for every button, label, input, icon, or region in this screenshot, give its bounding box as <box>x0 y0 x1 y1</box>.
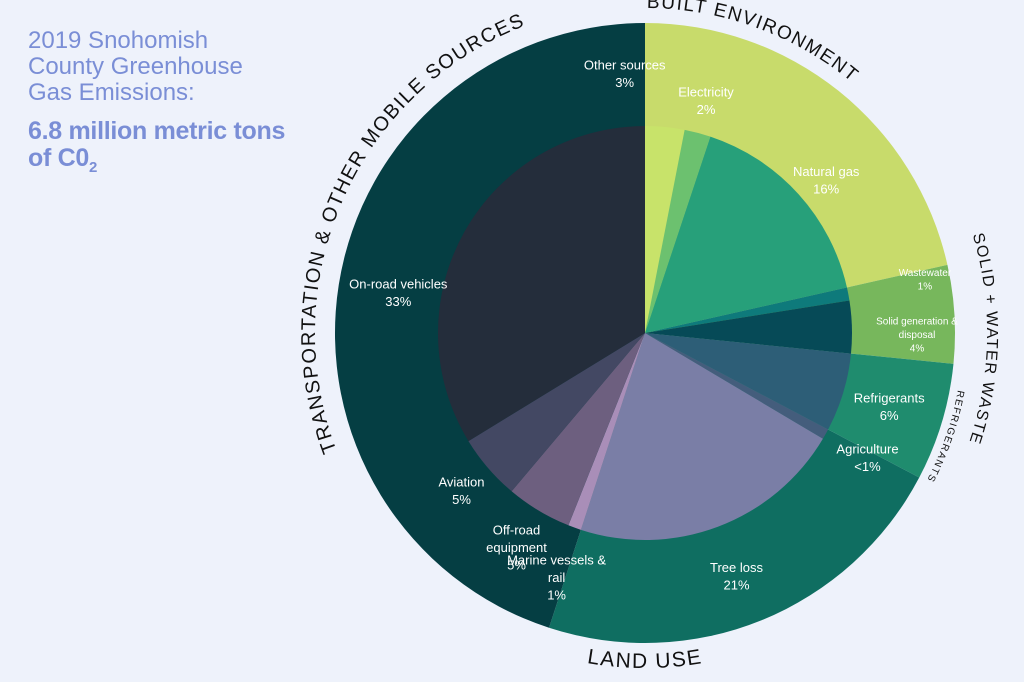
slice-name-label-9: equipment <box>486 540 547 555</box>
source-slice-9 <box>511 333 645 526</box>
source-slice-6 <box>645 333 829 439</box>
slice-name-label-5: Refrigerants <box>854 390 925 405</box>
slice-name-label-4: disposal <box>899 330 936 341</box>
source-slice-8 <box>568 333 645 530</box>
slice-value-label-4: 4% <box>910 344 925 355</box>
slice-name-label-7: Tree loss <box>710 560 763 575</box>
slice-value-label-11: 33% <box>385 294 411 309</box>
source-slice-0 <box>645 126 685 333</box>
source-slice-4 <box>645 300 852 354</box>
slice-name-label-9: Off-road <box>493 523 540 538</box>
slice-labels: Other sources 3% Electricity 2% Natural gas 1… <box>349 58 958 603</box>
chart-subtitle: 6.8 million metric tons of C02 <box>28 116 288 177</box>
slice-name-label-8: Marine vessels & <box>507 553 606 568</box>
slice-name-label-1: Electricity <box>678 85 734 100</box>
source-slice-1 <box>645 129 711 333</box>
slice-name-label-6: Agriculture <box>836 441 898 456</box>
source-slice-7 <box>580 333 823 540</box>
slice-name-label-2: Natural gas <box>793 164 860 179</box>
slice-value-label-9: 5% <box>507 558 526 573</box>
slice-value-label-3: 1% <box>918 282 933 293</box>
slice-name-label-8: rail <box>548 570 565 585</box>
group-label-1: SOLID + WATER WASTE <box>965 231 1000 447</box>
source-slice-10 <box>468 333 645 492</box>
source-slice-3 <box>645 287 850 333</box>
source-slice-2 <box>645 136 847 333</box>
chart-title: 2019 Snohomish County Greenhouse Gas Emi… <box>28 27 243 106</box>
subtitle-main: 6.8 million metric tons of C0 <box>28 116 286 173</box>
slice-value-label-6: <1% <box>854 459 881 474</box>
slice-value-label-10: 5% <box>452 492 471 507</box>
slice-name-label-4: Solid generation & <box>876 317 958 328</box>
title-block: 2019 Snohomish County Greenhouse Gas Emi… <box>28 28 288 177</box>
slice-name-label-11: On-road vehicles <box>349 277 448 292</box>
slice-value-label-7: 21% <box>723 578 749 593</box>
slice-value-label-8: 1% <box>547 588 566 603</box>
slice-name-label-3: Wastewater <box>899 268 952 279</box>
source-slice-11 <box>437 126 645 442</box>
slice-name-label-10: Aviation <box>438 475 484 490</box>
source-slice-5 <box>645 333 851 430</box>
slice-value-label-2: 16% <box>813 182 839 197</box>
slice-value-label-1: 2% <box>697 102 716 117</box>
group-label-3: LAND USE <box>586 645 704 673</box>
subtitle-subscript: 2 <box>89 159 98 177</box>
slice-name-label-0: Other sources <box>584 58 666 73</box>
slice-value-label-5: 6% <box>880 408 899 423</box>
slice-value-label-0: 3% <box>615 75 634 90</box>
inner-ring <box>437 126 852 540</box>
